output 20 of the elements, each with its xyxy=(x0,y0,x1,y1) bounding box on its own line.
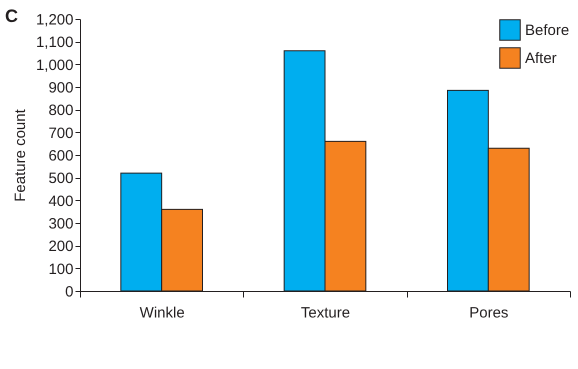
y-tick-label: 300 xyxy=(48,216,74,232)
legend-label: Before xyxy=(525,22,570,39)
y-tick-label: 900 xyxy=(48,80,74,96)
x-tick-label: Texture xyxy=(300,304,350,322)
y-tick-label: 1,100 xyxy=(36,34,74,52)
y-axis-title: Feature count xyxy=(12,108,29,202)
y-tick-label: 400 xyxy=(48,192,74,210)
y-tick-label: 800 xyxy=(48,102,74,120)
y-tick-label: 1,200 xyxy=(36,12,74,28)
legend-label: After xyxy=(525,50,557,67)
chart-title: C xyxy=(5,6,18,26)
y-tick-label: 700 xyxy=(48,124,74,142)
y-tick-label: 0 xyxy=(65,284,74,300)
x-tick-label: Winkle xyxy=(140,304,185,322)
y-tick-label: 1,000 xyxy=(36,56,74,74)
x-tick-label: Pores xyxy=(469,304,508,322)
y-tick-label: 600 xyxy=(48,148,74,164)
y-tick-label: 100 xyxy=(48,260,74,278)
y-tick-label: 500 xyxy=(48,170,74,188)
y-tick-label: 200 xyxy=(48,238,74,256)
